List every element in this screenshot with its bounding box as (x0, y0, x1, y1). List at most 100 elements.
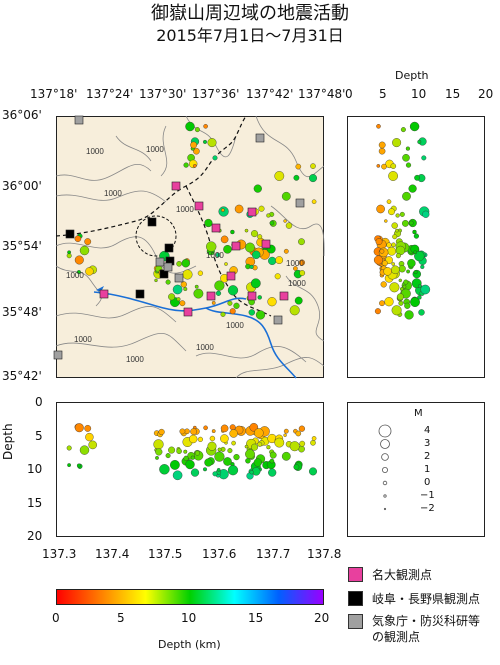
epicenter-depth-dot (389, 282, 400, 293)
epicenter-cross-dot (202, 467, 207, 472)
jma-nied-station-label: 気象庁・防災科研等 (372, 614, 481, 628)
magnitude-minus1-symbol (383, 494, 387, 498)
lon-tick-label: 137°48' (298, 87, 346, 101)
epicenter-depth-dot (375, 238, 383, 246)
cross-section-panel (56, 402, 324, 537)
epicenter-depth-dot (376, 124, 381, 129)
epicenter-map-dot (299, 270, 306, 276)
magnitude-legend-symbols (378, 424, 392, 511)
epicenter-depth-dot (382, 260, 388, 267)
epicenter-map-dot (192, 164, 197, 168)
epicenter-depth-dot (376, 164, 381, 168)
epicenter-cross-dot (308, 467, 317, 476)
epicenter-map-dot (227, 300, 233, 306)
epicenter-map-dot (294, 296, 303, 305)
magnitude-1-symbol (382, 467, 389, 474)
magnitude-4-symbol (378, 424, 392, 438)
epicenter-cross-dot (253, 428, 264, 438)
magnitude-label: 1 (424, 464, 431, 475)
epicenter-depth-dot (405, 162, 412, 168)
epicenter-map-dot (168, 293, 176, 301)
epicenter-depth-dot (379, 300, 385, 307)
nagoya-univ-station-swatch (348, 567, 363, 582)
epicenter-cross-dot (269, 451, 277, 459)
station-marker (74, 115, 84, 125)
magnitude-label: 4 (424, 425, 431, 436)
epicenter-cross-dot (84, 424, 92, 432)
station-marker (174, 273, 184, 283)
cross-x-tick: 137.7 (256, 547, 291, 561)
station-marker (53, 350, 63, 360)
epicenter-cross-dot (207, 441, 217, 451)
contour-label: 1000 (104, 189, 122, 198)
station-marker (247, 207, 257, 217)
epicenter-cross-dot (67, 463, 72, 467)
epicenter-cross-dot (79, 445, 90, 455)
magnitude-minus2-symbol (383, 507, 387, 511)
epicenter-cross-dot (172, 470, 183, 481)
epicenter-depth-dot (404, 310, 414, 320)
epicenter-cross-dot (212, 471, 218, 477)
epicenter-depth-dot (418, 284, 422, 288)
epicenter-map-dot (224, 262, 228, 266)
epicenter-map-dot (179, 300, 186, 307)
epicenter-cross-dot (269, 458, 275, 464)
epicenter-cross-dot (223, 457, 232, 466)
epicenter-map-dot (67, 250, 72, 255)
epicenter-map-dot (207, 138, 217, 148)
epicenter-depth-dot (408, 184, 417, 193)
station-marker (164, 243, 174, 253)
epicenter-cross-dot (159, 464, 170, 475)
epicenter-depth-dot (384, 219, 388, 223)
epicenter-cross-dot (257, 441, 263, 447)
epicenter-map-dot (79, 245, 90, 256)
epicenter-depth-dot (390, 163, 397, 169)
magnitude-legend-title: M (414, 408, 423, 419)
figure-period: 2015年7月1日〜7月31日 (156, 26, 344, 45)
epicenter-map-dot (250, 278, 261, 289)
station-marker (279, 291, 289, 301)
epicenter-map-dot (266, 213, 271, 218)
epicenter-cross-dot (298, 425, 306, 432)
epicenter-cross-dot (168, 446, 176, 454)
epicenter-depth-dot (384, 297, 394, 307)
epicenter-map-dot (248, 309, 256, 316)
epicenter-map-dot (283, 248, 289, 254)
colorbar-tick: 20 (314, 611, 330, 625)
cross-y-tick: 15 (27, 496, 43, 510)
cross-section-ylabel: Depth (1, 423, 15, 460)
magnitude-3-symbol (380, 439, 390, 449)
epicenter-map-dot (215, 290, 222, 296)
epicenter-depth-dot (378, 147, 386, 155)
epicenter-depth-dot (402, 154, 410, 162)
magnitude-2-symbol (381, 453, 389, 461)
contour-label: 1000 (86, 147, 104, 156)
epicenter-depth-dot (417, 139, 422, 144)
epicenter-map-dot (183, 162, 189, 168)
river-lines (93, 291, 297, 379)
epicenter-map-dot (253, 184, 262, 193)
cross-y-tick: 10 (27, 462, 43, 476)
contour-label: 1000 (196, 343, 214, 352)
epicenter-depth-dot (386, 199, 392, 204)
epicenter-cross-dot (283, 433, 287, 437)
epicenter-cross-dot (220, 424, 229, 433)
epicenter-map-dot (250, 230, 258, 238)
epicenter-map-dot (205, 241, 217, 252)
epicenter-depth-dot (414, 250, 425, 262)
epicenter-cross-dot (165, 453, 171, 459)
topographic-contours (55, 115, 325, 379)
epicenter-depth-dot (398, 265, 406, 273)
nagoya-univ-station-label: 名大観測点 (372, 568, 433, 582)
epicenter-cross-dot (197, 436, 204, 443)
epicenter-map-dot (289, 305, 300, 316)
epicenter-cross-dot (190, 468, 200, 477)
epicenter-map-dot (233, 302, 240, 309)
epicenter-cross-dot (170, 460, 180, 470)
epicenter-cross-dot (245, 449, 255, 459)
epicenter-map-dot (194, 284, 199, 289)
epicenter-map-dot (204, 218, 213, 228)
epicenter-map-dot (74, 255, 84, 265)
epicenter-depth-dot (391, 242, 396, 248)
lon-tick-label: 137°18' (30, 87, 78, 101)
